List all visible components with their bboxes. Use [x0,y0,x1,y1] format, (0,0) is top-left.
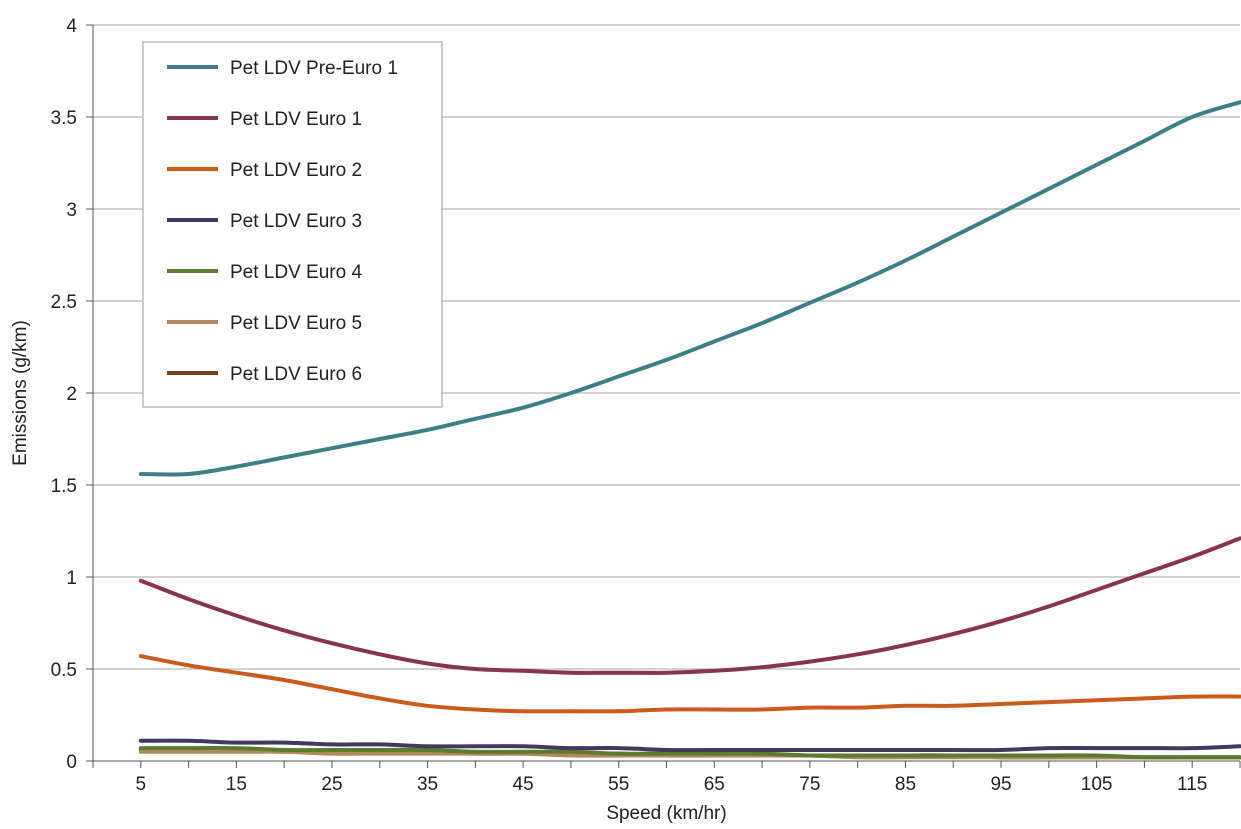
y-axis-title: Emissions (g/km) [10,320,31,466]
y-tick-label: 0 [66,752,77,773]
x-tick-label: 45 [513,774,534,795]
y-tick-label: 0.5 [51,660,77,681]
x-tick-label: 15 [226,774,247,795]
x-tick-label: 115 [1177,774,1207,795]
legend: Pet LDV Pre-Euro 1 Pet LDV Euro 1 Pet LDV … [142,41,443,408]
series-lines [138,100,1241,760]
legend-label: Pet LDV Pre-Euro 1 [230,58,398,79]
x-tick-label: 85 [895,774,916,795]
x-tick-label: 35 [417,774,438,795]
legend-label: Pet LDV Euro 4 [230,262,362,283]
legend-label: Pet LDV Euro 1 [230,109,362,130]
x-tick-label: 5 [136,774,147,795]
series-line-2 [138,536,1241,675]
x-tick-label: 75 [799,774,820,795]
legend-label: Pet LDV Euro 6 [230,364,362,385]
series-line-5 [138,745,1241,760]
legend-label: Pet LDV Euro 5 [230,313,362,334]
legend-label: Pet LDV Euro 2 [230,160,362,181]
y-tick-label: 1.5 [51,476,77,497]
y-tick-label: 3.5 [51,108,77,129]
x-tick-label: 25 [321,774,342,795]
y-tick-label: 2 [66,384,77,405]
legend-box [142,41,443,408]
series-line-4 [138,738,1241,753]
series-line-1 [138,100,1241,477]
x-axis-title: Speed (km/hr) [606,803,726,824]
legend-label: Pet LDV Euro 3 [230,211,362,232]
axes: 00.511.522.533.545 15 25 35 45 55 65 75 85 95 105 1… [51,16,1241,795]
y-tick-label: 2.5 [51,292,77,313]
y-tick-label: 4 [66,16,77,37]
x-tick-label: 65 [704,774,725,795]
x-tick-label: 105 [1081,774,1113,795]
y-tick-label: 1 [66,568,77,589]
x-tick-label: 55 [608,774,629,795]
series-line-3 [138,654,1241,714]
y-tick-label: 3 [66,200,77,221]
x-tick-label: 95 [990,774,1011,795]
